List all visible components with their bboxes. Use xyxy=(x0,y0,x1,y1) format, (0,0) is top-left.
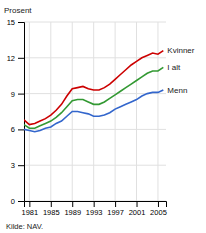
tick-label: 3 xyxy=(11,161,15,170)
tick: 1985 xyxy=(43,201,60,217)
tick: 3 xyxy=(11,161,24,170)
tick-label: 0 xyxy=(11,197,15,206)
tick: 2001 xyxy=(129,201,146,217)
tick-label: 1989 xyxy=(64,208,81,217)
tick-label: 9 xyxy=(11,90,15,99)
tick-mark xyxy=(115,201,116,207)
grid-line-y xyxy=(24,22,166,23)
tick: 15 xyxy=(7,18,24,27)
grid-line-x xyxy=(157,22,158,201)
tick: 1997 xyxy=(107,201,124,217)
tick-mark xyxy=(18,58,24,59)
grid xyxy=(24,22,166,201)
y-axis-label: Prosent xyxy=(4,6,32,15)
plot: 1981 1985 1989 1993 1997 2001 2005 0 3 6 9 12 15 Kvin… xyxy=(7,18,195,217)
tick-label: 2005 xyxy=(150,208,167,217)
tick-label: 2001 xyxy=(129,208,146,217)
tick: 6 xyxy=(11,125,24,134)
grid-line-x xyxy=(136,22,137,201)
tick-label: 1985 xyxy=(43,208,60,217)
line-label: I alt xyxy=(167,63,181,72)
source-note: Kilde: NAV. xyxy=(6,222,43,231)
tick-mark xyxy=(18,129,24,130)
grid-line-y xyxy=(24,57,166,58)
tick-mark xyxy=(18,22,24,23)
tick-mark xyxy=(72,201,73,207)
series-line xyxy=(24,90,163,132)
series-line xyxy=(24,67,163,128)
line-label: Kvinner xyxy=(167,46,194,55)
grid-line-x xyxy=(29,22,30,201)
x-axis: 1981 1985 1989 1993 1997 2001 2005 xyxy=(22,201,167,217)
tick-mark xyxy=(51,201,52,207)
y-axis: 0 3 6 9 12 15 xyxy=(7,18,25,206)
grid-line-x xyxy=(93,22,94,201)
line-label: Menn xyxy=(167,86,187,95)
series-line xyxy=(24,51,163,125)
tick: 1989 xyxy=(64,201,81,217)
tick: 2005 xyxy=(150,201,167,217)
grid-line-y xyxy=(24,165,166,166)
line-labels: Kvinner I alt Menn xyxy=(167,46,194,94)
tick-mark xyxy=(158,201,159,207)
tick-mark xyxy=(18,165,24,166)
grid-line-x xyxy=(115,22,116,201)
tick-mark xyxy=(137,201,138,207)
tick-label: 12 xyxy=(7,54,15,63)
grid-line-x xyxy=(50,22,51,201)
axis-line xyxy=(18,23,25,202)
tick-label: 15 xyxy=(7,18,15,27)
tick: 1993 xyxy=(86,201,103,217)
axis-line xyxy=(25,202,167,208)
tick-label: 1981 xyxy=(22,208,39,217)
tick: 0 xyxy=(11,197,24,206)
tick-mark xyxy=(29,201,30,207)
tick-mark xyxy=(18,94,24,95)
tick: 12 xyxy=(7,54,24,63)
tick-label: 1993 xyxy=(86,208,103,217)
tick-mark xyxy=(94,201,95,207)
chart: 1981 1985 1989 1993 1997 2001 2005 0 3 6 9 12 15 Kvin… xyxy=(0,0,206,233)
tick: 9 xyxy=(11,90,24,99)
tick: 1981 xyxy=(22,201,39,217)
tick-label: 1997 xyxy=(107,208,124,217)
lines xyxy=(24,51,163,132)
tick-mark xyxy=(18,201,24,202)
tick-label: 6 xyxy=(11,125,15,134)
